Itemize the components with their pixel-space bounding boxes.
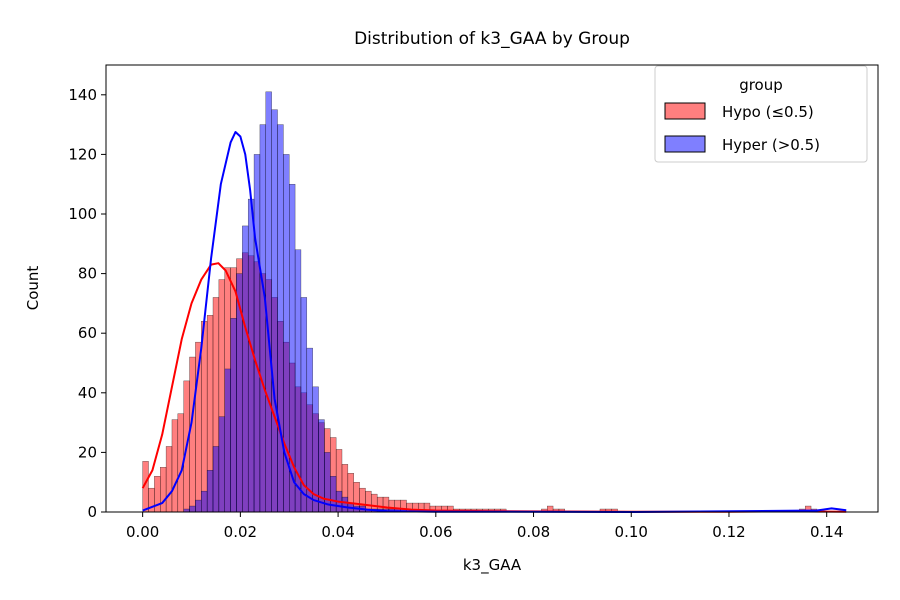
x-tick-label: 0.08	[517, 523, 550, 541]
histogram-bar-hyper	[330, 476, 337, 513]
x-tick-label: 0.00	[126, 523, 159, 541]
histogram-bar-hyper	[341, 496, 349, 513]
plot-kde	[141, 131, 847, 513]
histogram-bar-hypo	[165, 446, 173, 513]
histogram-bar-hyper	[195, 499, 202, 513]
legend-title: group	[739, 76, 783, 94]
x-tick-label: 0.04	[321, 523, 354, 541]
histogram-bar-hyper	[259, 124, 266, 513]
histogram-bar-hyper	[271, 109, 278, 513]
histogram-bar-hyper	[224, 368, 231, 513]
y-tick-label: 120	[68, 145, 97, 163]
x-axis-label: k3_GAA	[463, 556, 522, 575]
x-axis: 0.00 0.02 0.04 0.06 0.08 0.10 0.12 0.14	[126, 512, 843, 541]
histogram-bar-hyper	[189, 505, 196, 513]
legend-label-hyper: Hyper (>0.5)	[722, 136, 820, 154]
y-tick-label: 0	[87, 503, 97, 521]
y-tick-label: 60	[78, 324, 97, 342]
histogram-bar-hypo	[189, 356, 196, 513]
histogram-bar-hyper	[277, 124, 284, 513]
legend: group Hypo (≤0.5) Hyper (>0.5)	[654, 65, 868, 163]
y-tick-label: 80	[78, 265, 97, 283]
histogram-bar-hyper	[201, 490, 208, 513]
y-axis: 0 20 40 60 80 100 120 140	[68, 86, 106, 521]
y-axis-label: Count	[24, 266, 42, 311]
x-tick-label: 0.02	[224, 523, 257, 541]
histogram-bar-hyper	[242, 225, 249, 513]
y-tick-label: 100	[68, 205, 97, 223]
histogram-bar-hyper	[212, 446, 220, 513]
plot-frame	[105, 64, 879, 513]
histogram-bar-hyper	[253, 154, 261, 513]
histogram-bar-hyper	[206, 470, 214, 513]
y-tick-label: 20	[78, 443, 97, 461]
histogram-bar-hyper	[265, 91, 272, 513]
legend-box	[654, 65, 868, 163]
y-tick-label: 140	[68, 86, 97, 104]
legend-swatch-hypo	[664, 102, 706, 120]
histogram-bar-hypo	[171, 419, 179, 513]
histogram-bar-hypo	[160, 467, 167, 513]
legend-label-hypo: Hypo (≤0.5)	[722, 103, 814, 121]
chart-title: Distribution of k3_GAA by Group	[354, 29, 630, 49]
histogram-bar-hyper	[230, 318, 237, 513]
y-tick-label: 40	[78, 384, 97, 402]
x-tick-label: 0.06	[419, 523, 452, 541]
legend-swatch-hyper	[664, 135, 706, 153]
x-tick-label: 0.10	[615, 523, 648, 541]
x-tick-label: 0.14	[810, 523, 843, 541]
x-tick-label: 0.12	[712, 523, 745, 541]
kde-line-hyper	[142, 131, 847, 513]
histogram-bar-hyper	[218, 416, 225, 513]
histogram-bar-hypo	[201, 321, 208, 513]
